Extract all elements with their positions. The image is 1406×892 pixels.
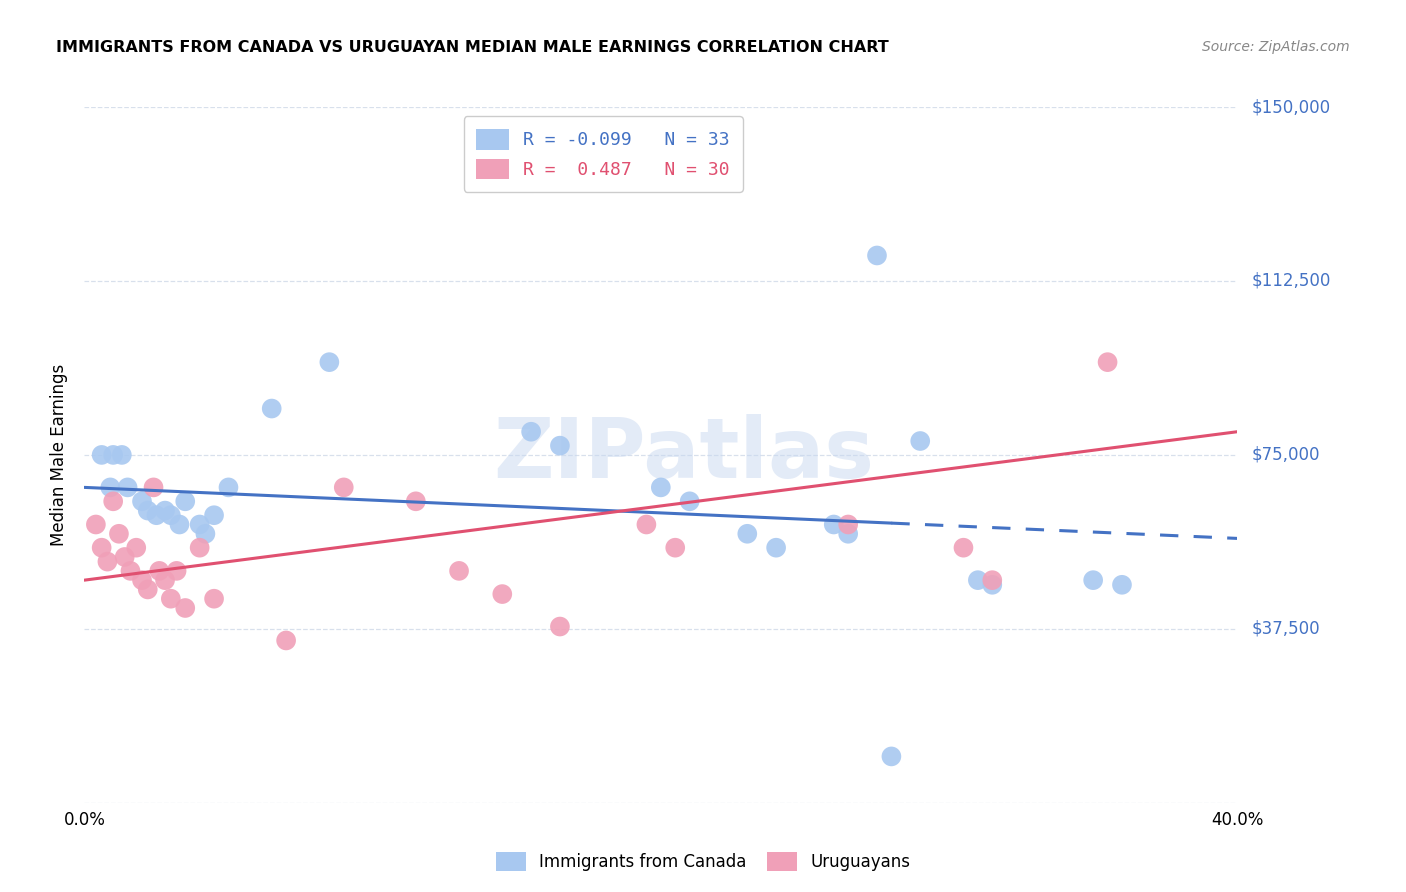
- Point: [103, 494, 124, 508]
- Point: [148, 564, 170, 578]
- Point: [98, 480, 121, 494]
- Point: [131, 573, 153, 587]
- Text: ZIPatlas: ZIPatlas: [494, 415, 875, 495]
- Point: [737, 526, 759, 541]
- Point: [96, 555, 118, 569]
- Point: [194, 526, 217, 541]
- Text: $112,500: $112,500: [1251, 272, 1330, 290]
- Text: $75,000: $75,000: [1251, 446, 1320, 464]
- Point: [260, 401, 283, 416]
- Point: [174, 601, 197, 615]
- Point: [131, 494, 153, 508]
- Text: $150,000: $150,000: [1251, 98, 1330, 116]
- Point: [520, 425, 543, 439]
- Point: [981, 578, 1004, 592]
- Point: [866, 248, 889, 262]
- Point: [160, 508, 183, 523]
- Point: [125, 541, 148, 555]
- Point: [837, 526, 859, 541]
- Point: [117, 480, 139, 494]
- Point: [153, 503, 176, 517]
- Point: [217, 480, 239, 494]
- Point: [114, 549, 136, 564]
- Point: [145, 508, 167, 523]
- Text: $37,500: $37,500: [1251, 620, 1320, 638]
- Point: [880, 749, 903, 764]
- Text: Source: ZipAtlas.com: Source: ZipAtlas.com: [1202, 40, 1350, 54]
- Point: [90, 541, 112, 555]
- Point: [174, 494, 197, 508]
- Point: [153, 573, 176, 587]
- Point: [664, 541, 686, 555]
- Point: [636, 517, 658, 532]
- Point: [1097, 355, 1119, 369]
- Point: [103, 448, 124, 462]
- Point: [202, 591, 225, 606]
- Point: [765, 541, 787, 555]
- Point: [952, 541, 974, 555]
- Point: [548, 619, 571, 633]
- Point: [136, 503, 159, 517]
- Point: [1111, 578, 1133, 592]
- Point: [169, 517, 191, 532]
- Point: [981, 573, 1004, 587]
- Point: [823, 517, 845, 532]
- Point: [447, 564, 470, 578]
- Point: [274, 633, 298, 648]
- Point: [188, 517, 211, 532]
- Point: [491, 587, 513, 601]
- Point: [108, 526, 131, 541]
- Point: [136, 582, 159, 597]
- Point: [908, 434, 931, 448]
- Point: [678, 494, 700, 508]
- Point: [111, 448, 134, 462]
- Point: [202, 508, 225, 523]
- Point: [90, 448, 112, 462]
- Legend: R = -0.099   N = 33, R =  0.487   N = 30: R = -0.099 N = 33, R = 0.487 N = 30: [464, 116, 742, 192]
- Point: [188, 541, 211, 555]
- Point: [332, 480, 354, 494]
- Point: [650, 480, 672, 494]
- Point: [120, 564, 142, 578]
- Point: [405, 494, 427, 508]
- Y-axis label: Median Male Earnings: Median Male Earnings: [51, 364, 69, 546]
- Legend: Immigrants from Canada, Uruguayans: Immigrants from Canada, Uruguayans: [488, 843, 918, 880]
- Point: [1081, 573, 1104, 587]
- Point: [548, 439, 571, 453]
- Point: [837, 517, 859, 532]
- Point: [166, 564, 188, 578]
- Point: [84, 517, 107, 532]
- Point: [318, 355, 340, 369]
- Point: [160, 591, 183, 606]
- Point: [967, 573, 990, 587]
- Text: IMMIGRANTS FROM CANADA VS URUGUAYAN MEDIAN MALE EARNINGS CORRELATION CHART: IMMIGRANTS FROM CANADA VS URUGUAYAN MEDI…: [56, 40, 889, 55]
- Point: [142, 480, 165, 494]
